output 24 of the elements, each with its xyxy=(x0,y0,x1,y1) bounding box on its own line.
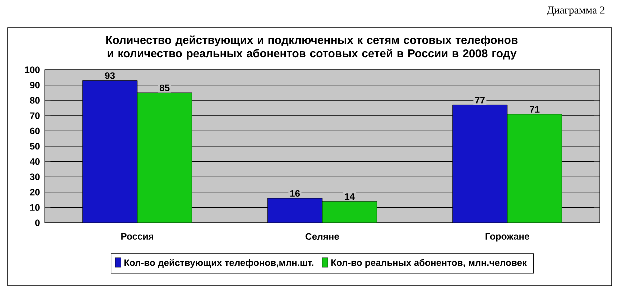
data-label: 93 xyxy=(105,72,116,80)
x-tick-label: Селяне xyxy=(306,233,340,240)
data-label: 16 xyxy=(290,190,300,197)
data-label: 14 xyxy=(345,194,355,200)
y-tick-label: 20 xyxy=(30,189,40,196)
data-label: 85 xyxy=(160,84,170,92)
y-tick-label: 0 xyxy=(35,220,40,226)
legend-label: Кол-во действующих телефонов,млн.шт. xyxy=(124,259,314,268)
data-label: 71 xyxy=(530,106,540,113)
x-tick-label: Россия xyxy=(122,233,154,240)
y-tick-label: 70 xyxy=(30,112,40,120)
data-label: 77 xyxy=(475,97,485,104)
chart-title: Количество действующих и подключенных к сетям сотовых телефонов и количество реальных абонентов сотовых сетей в России в 2008 году xyxy=(106,36,518,60)
y-tick-label: 100 xyxy=(25,66,40,74)
y-tick-label: 50 xyxy=(30,143,40,150)
y-tick-label: 40 xyxy=(30,158,40,166)
y-tick-label: 30 xyxy=(30,174,40,180)
x-tick-label: Горожане xyxy=(486,233,530,242)
y-tick-label: 80 xyxy=(30,97,40,104)
legend-label: Кол-во реальных абонентов, млн.человек xyxy=(332,259,528,268)
y-tick-label: 60 xyxy=(30,128,40,134)
y-tick-label: 10 xyxy=(30,204,40,211)
y-tick-label: 90 xyxy=(30,82,40,89)
text: Диаграмма 2 xyxy=(547,6,605,16)
